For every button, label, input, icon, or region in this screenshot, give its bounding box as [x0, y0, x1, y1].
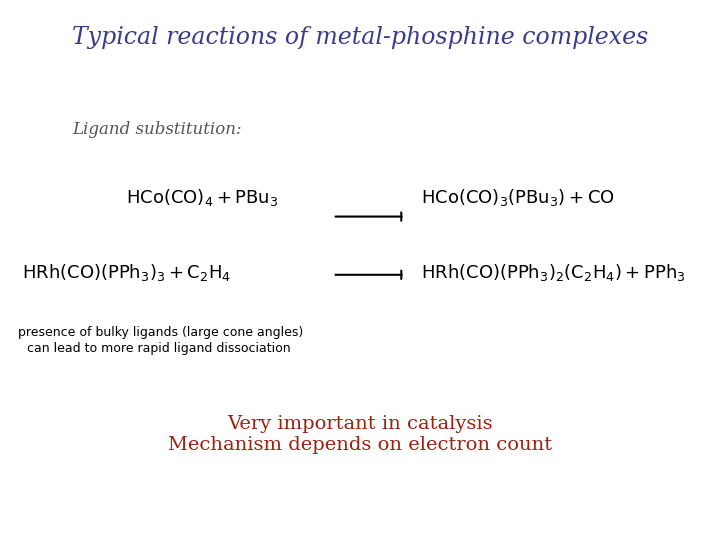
Text: Typical reactions of metal-phosphine complexes: Typical reactions of metal-phosphine com…	[72, 26, 648, 49]
Text: can lead to more rapid ligand dissociation: can lead to more rapid ligand dissociati…	[27, 342, 291, 355]
Text: Ligand substitution:: Ligand substitution:	[72, 121, 242, 138]
Text: $\mathrm{HRh(CO)(PPh_3)_3 + C_2H_4}$: $\mathrm{HRh(CO)(PPh_3)_3 + C_2H_4}$	[22, 262, 230, 283]
Text: $\mathrm{HCo(CO)_4 + PBu_3}$: $\mathrm{HCo(CO)_4 + PBu_3}$	[126, 187, 279, 207]
Text: presence of bulky ligands (large cone angles): presence of bulky ligands (large cone an…	[18, 326, 303, 339]
Text: $\mathrm{HRh(CO)(PPh_3)_2(C_2H_4) + PPh_3}$: $\mathrm{HRh(CO)(PPh_3)_2(C_2H_4) + PPh_…	[421, 262, 686, 283]
Text: Mechanism depends on electron count: Mechanism depends on electron count	[168, 436, 552, 455]
Text: $\mathrm{HCo(CO)_3(PBu_3) + CO}$: $\mathrm{HCo(CO)_3(PBu_3) + CO}$	[421, 187, 615, 207]
Text: Very important in catalysis: Very important in catalysis	[228, 415, 492, 433]
